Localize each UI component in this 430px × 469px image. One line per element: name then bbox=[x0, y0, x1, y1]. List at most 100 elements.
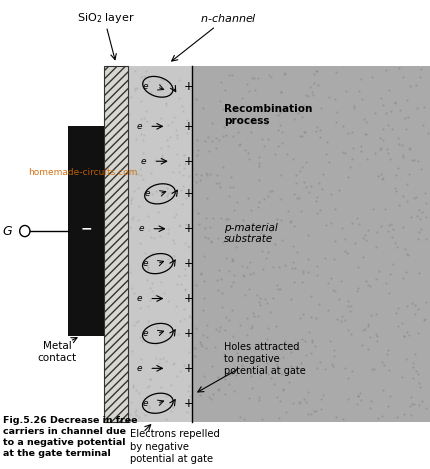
Point bbox=[343, 250, 350, 257]
Point bbox=[192, 281, 199, 289]
Point bbox=[247, 128, 254, 136]
Point bbox=[185, 348, 192, 355]
Point bbox=[368, 366, 375, 373]
Text: $+$: $+$ bbox=[183, 257, 194, 270]
Point bbox=[163, 184, 170, 192]
Point bbox=[183, 408, 190, 415]
Point bbox=[213, 171, 220, 179]
Point bbox=[256, 301, 263, 309]
Point bbox=[255, 162, 261, 169]
Point bbox=[191, 344, 198, 352]
Point bbox=[331, 96, 338, 103]
Point bbox=[304, 328, 311, 335]
Point bbox=[329, 286, 336, 293]
Text: Fig.5.26 Decrease in free
carriers in channel due
to a negative potential
at the: Fig.5.26 Decrease in free carriers in ch… bbox=[3, 416, 138, 458]
Point bbox=[380, 362, 387, 369]
Point bbox=[347, 330, 353, 338]
Point bbox=[376, 170, 383, 178]
Point bbox=[197, 271, 204, 278]
Point bbox=[317, 396, 324, 403]
Point bbox=[226, 183, 233, 190]
Point bbox=[144, 302, 151, 309]
Point bbox=[411, 350, 418, 357]
Point bbox=[217, 275, 224, 283]
Point bbox=[280, 69, 286, 76]
Point bbox=[165, 225, 172, 233]
Point bbox=[363, 345, 370, 353]
Point bbox=[287, 348, 294, 356]
Point bbox=[366, 282, 372, 290]
Point bbox=[260, 143, 267, 150]
Point bbox=[404, 252, 411, 259]
Point bbox=[135, 414, 142, 421]
Point bbox=[240, 291, 247, 299]
Point bbox=[133, 84, 140, 92]
Point bbox=[304, 255, 310, 262]
Point bbox=[307, 313, 314, 321]
Point bbox=[235, 116, 242, 124]
Bar bbox=[192, 66, 429, 422]
Point bbox=[207, 237, 214, 245]
Point bbox=[364, 320, 371, 328]
Text: $e$: $e$ bbox=[142, 329, 149, 338]
Point bbox=[162, 357, 169, 364]
Point bbox=[218, 78, 224, 86]
Point bbox=[138, 338, 145, 345]
Point bbox=[313, 209, 320, 217]
Point bbox=[139, 175, 146, 183]
Point bbox=[379, 136, 386, 144]
Point bbox=[409, 363, 416, 370]
Point bbox=[283, 207, 290, 215]
Point bbox=[402, 180, 409, 188]
Point bbox=[342, 87, 349, 95]
Text: $+$: $+$ bbox=[183, 120, 194, 133]
Point bbox=[421, 199, 428, 207]
Point bbox=[221, 350, 227, 357]
Point bbox=[358, 254, 365, 261]
Point bbox=[239, 272, 246, 279]
Point bbox=[184, 387, 191, 394]
Point bbox=[222, 215, 229, 223]
Point bbox=[284, 340, 291, 348]
Point bbox=[391, 98, 398, 106]
Point bbox=[366, 398, 373, 405]
Point bbox=[148, 190, 155, 197]
Point bbox=[134, 317, 141, 325]
Point bbox=[385, 366, 392, 373]
Point bbox=[258, 136, 264, 143]
Point bbox=[179, 107, 186, 114]
Point bbox=[209, 214, 216, 222]
Point bbox=[297, 359, 304, 367]
Point bbox=[402, 328, 409, 336]
Point bbox=[288, 264, 295, 272]
Point bbox=[394, 323, 401, 330]
Point bbox=[362, 155, 369, 162]
Point bbox=[147, 88, 154, 96]
Point bbox=[346, 164, 353, 171]
Point bbox=[393, 134, 400, 142]
Point bbox=[217, 214, 224, 222]
Point bbox=[129, 284, 135, 292]
Point bbox=[182, 220, 189, 227]
Point bbox=[300, 178, 307, 186]
Point bbox=[344, 395, 351, 403]
Point bbox=[335, 295, 341, 303]
Point bbox=[180, 316, 187, 323]
Point bbox=[174, 331, 181, 338]
Point bbox=[408, 401, 415, 408]
Point bbox=[162, 99, 169, 107]
Point bbox=[318, 391, 325, 399]
Point bbox=[159, 328, 166, 336]
Point bbox=[194, 146, 201, 153]
Point bbox=[289, 155, 296, 162]
Text: −: − bbox=[80, 222, 92, 236]
Point bbox=[141, 411, 148, 419]
Point bbox=[338, 224, 344, 232]
Point bbox=[301, 183, 308, 191]
Point bbox=[163, 192, 170, 200]
Point bbox=[135, 389, 142, 396]
Point bbox=[164, 143, 171, 150]
Point bbox=[197, 270, 204, 277]
Point bbox=[316, 134, 323, 141]
Point bbox=[172, 210, 179, 217]
